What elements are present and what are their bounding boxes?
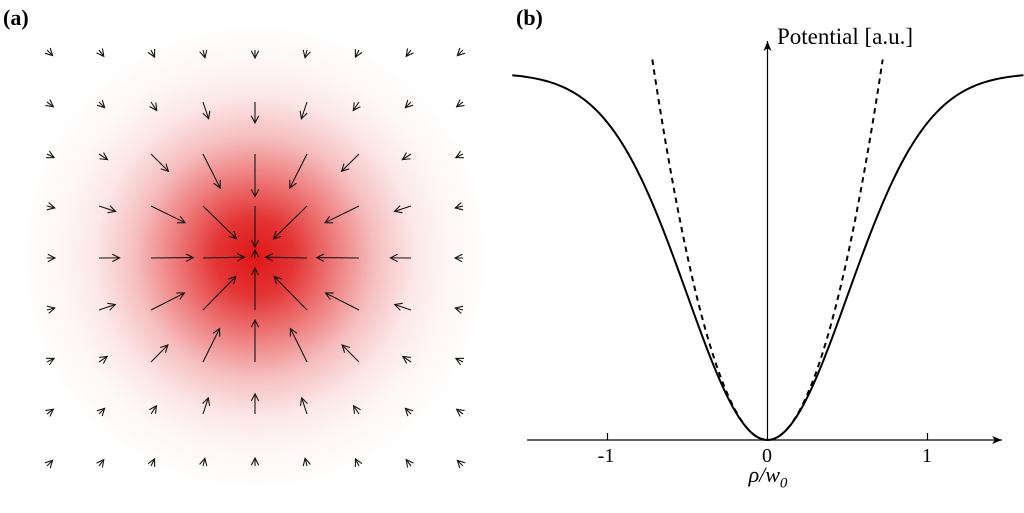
panel-a-label: (a) [3,5,29,30]
gradient-force-arrows [44,47,466,469]
x-axis-label: ρ/w0 [748,462,788,491]
y-axis-label: Potential [a.u.] [777,24,914,49]
panel-b-label: (b) [516,5,543,30]
x-tick-label-zero: 0 [762,445,772,467]
x-axis-label-subscript: 0 [779,475,788,492]
x-axis-label-symbol: ρ/w [748,462,780,487]
potential-plot-panel [512,41,1024,444]
x-tick-label-minus-1: -1 [597,445,615,467]
quiver-panel [25,27,485,487]
x-tick-label-plus-1: 1 [922,445,932,467]
